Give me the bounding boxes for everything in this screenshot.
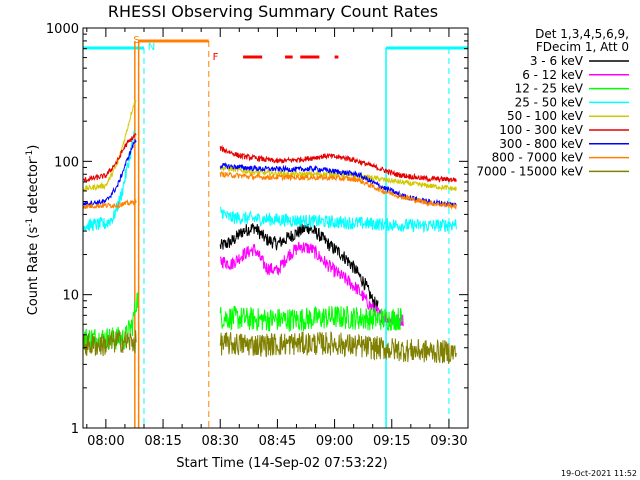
legend-label: 25 - 50 keV [515, 95, 584, 109]
legend-label: 7000 - 15000 keV [476, 164, 583, 178]
flag-label-n: N [148, 42, 155, 53]
x-tick-label: 08:15 [144, 434, 181, 449]
y-axis-label: Count Rate (s-1 detector-1) [25, 145, 41, 316]
y-tick-label: 100 [54, 155, 79, 170]
x-tick-label: 08:30 [201, 434, 238, 449]
series-line [82, 170, 457, 211]
legend-header: FDecim 1, Att 0 [536, 40, 629, 54]
timestamp: 19-Oct-2021 11:52 [561, 469, 637, 478]
x-tick-label: 08:00 [87, 434, 124, 449]
legend-label: 12 - 25 keV [515, 82, 584, 96]
x-tick-label: 09:00 [316, 434, 353, 449]
series-line [82, 133, 457, 183]
x-tick-label: 08:45 [259, 434, 296, 449]
legend-header: Det 1,3,4,5,6,9, [535, 27, 629, 41]
x-axis-label: Start Time (14-Sep-02 07:53:22) [176, 456, 387, 471]
x-tick-label: 09:30 [430, 434, 467, 449]
legend-label: 3 - 6 keV [530, 54, 584, 68]
y-tick-label: 10 [62, 289, 79, 304]
legend-label: 50 - 100 keV [507, 109, 584, 123]
plot-frame [82, 27, 469, 429]
y-tick-label: 1 [71, 422, 79, 437]
legend-label: 800 - 7000 keV [492, 151, 584, 165]
series-line [219, 223, 379, 311]
series-line [82, 130, 457, 234]
flag-label-f: F [213, 52, 219, 63]
y-tick-label: 1000 [46, 22, 79, 37]
flag-label-s: S [133, 35, 139, 46]
series-line [82, 329, 457, 364]
chart-title: RHESSI Observing Summary Count Rates [108, 2, 438, 21]
series-line [219, 241, 404, 327]
legend-label: 100 - 300 keV [499, 123, 583, 137]
legend-label: 6 - 12 keV [522, 68, 584, 82]
x-tick-label: 09:15 [373, 434, 410, 449]
legend-label: 300 - 800 keV [499, 137, 583, 151]
